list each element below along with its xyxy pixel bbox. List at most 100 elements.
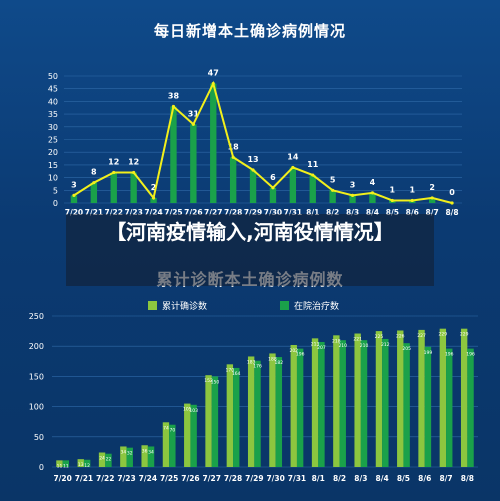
trend-point [311, 173, 315, 177]
cumulative-bar [56, 460, 63, 467]
trend-point [211, 82, 215, 86]
cumulative-data-label: 105 [183, 407, 192, 413]
cumulative-bar [98, 452, 106, 467]
daily-bar [369, 192, 376, 203]
cumulative-bar [311, 338, 319, 467]
daily-data-label: 47 [208, 69, 219, 78]
x-tick-label: 7/24 [139, 474, 157, 483]
hospitalized-bar [62, 460, 70, 467]
cumulative-data-label: 227 [417, 333, 426, 339]
trend-point [450, 201, 454, 205]
hospitalized-data-label: 199 [424, 350, 433, 356]
cumulative-bar [460, 328, 468, 467]
daily-cases-chart: 0510152025303540455037/2087/21127/22127/… [48, 69, 462, 217]
cumulative-data-label: 13 [78, 462, 84, 468]
cumulative-bar [247, 356, 255, 467]
hospitalized-data-label: 12 [84, 463, 90, 469]
cumulative-bar [439, 328, 447, 467]
hospitalized-bar [339, 340, 346, 467]
x-tick-label: 7/21 [85, 208, 103, 217]
y-tick-label: 0 [53, 199, 58, 208]
cumulative-data-label: 225 [375, 334, 384, 340]
daily-bar [170, 106, 177, 203]
x-tick-label: 8/7 [439, 474, 452, 483]
hospitalized-data-label: 103 [189, 408, 198, 414]
legend-item-hospitalized: 在院治疗数 [280, 299, 339, 312]
hospitalized-bar [211, 376, 219, 467]
daily-data-label: 12 [108, 158, 119, 167]
trend-point [390, 198, 394, 203]
trend-point [231, 155, 235, 159]
x-tick-label: 7/24 [144, 208, 162, 217]
daily-bar [229, 157, 237, 203]
hospitalized-bar [233, 367, 240, 467]
daily-bar [150, 197, 157, 203]
daily-chart-title: 每日新增本土确诊病例情况 [153, 22, 346, 40]
daily-data-label: 1 [409, 185, 415, 194]
y-tick-label: 5 [53, 186, 58, 195]
cumulative-bar [333, 335, 340, 467]
x-tick-label: 8/5 [397, 474, 410, 483]
daily-bar [329, 190, 336, 203]
cumulative-bar [354, 333, 361, 467]
x-tick-label: 8/7 [426, 208, 439, 217]
hospitalized-data-label: 182 [275, 360, 284, 366]
cumulative-bar [77, 459, 84, 467]
x-tick-label: 7/26 [181, 474, 199, 483]
daily-data-label: 2 [151, 183, 157, 192]
x-tick-label: 8/2 [326, 208, 339, 217]
trend-point [191, 122, 195, 126]
hospitalized-data-label: 34 [148, 449, 154, 455]
x-tick-label: 8/1 [312, 474, 325, 483]
cumulative-data-label: 213 [311, 341, 320, 347]
hospitalized-bar [403, 343, 410, 467]
y-tick-label: 250 [29, 312, 44, 321]
cumulative-bar [418, 329, 425, 467]
hospitalized-bar [254, 360, 261, 467]
cumulative-data-label: 11 [57, 463, 63, 469]
y-tick-label: 50 [48, 72, 58, 81]
x-tick-label: 7/27 [204, 208, 222, 217]
x-tick-label: 8/4 [366, 208, 379, 217]
cumulative-bar [120, 446, 127, 467]
trend-point [331, 188, 335, 192]
hospitalized-data-label: 196 [445, 352, 454, 358]
trend-point [112, 170, 116, 175]
cumulative-data-label: 36 [142, 448, 148, 454]
x-tick-label: 8/3 [354, 474, 367, 483]
hospitalized-data-label: 22 [106, 457, 112, 463]
trend-point [370, 191, 375, 195]
hospitalized-data-label: 205 [402, 346, 411, 352]
y-tick-label: 15 [48, 161, 58, 170]
hospitalized-data-label: 70 [169, 428, 175, 434]
hospitalized-data-label: 32 [127, 451, 133, 457]
x-tick-label: 7/23 [117, 474, 135, 483]
x-tick-label: 7/30 [266, 474, 284, 483]
legend-swatch-hospitalized [280, 301, 289, 310]
hospitalized-data-label: 210 [338, 343, 347, 349]
hospitalized-bar [467, 348, 474, 467]
daily-data-label: 13 [247, 155, 258, 164]
hospitalized-bar [105, 453, 112, 467]
trend-point [271, 186, 275, 190]
x-tick-label: 7/21 [75, 474, 93, 483]
cumulative-bar [375, 331, 383, 467]
y-tick-label: 10 [48, 174, 58, 183]
caption-overlay-box [66, 214, 434, 286]
x-tick-label: 7/28 [224, 208, 242, 217]
hospitalized-data-label: 210 [360, 343, 369, 349]
legend-swatch-cumulative [148, 301, 157, 310]
trend-point [132, 170, 136, 175]
x-tick-label: 8/8 [461, 474, 474, 483]
cumulative-data-label: 188 [268, 356, 277, 362]
trend-point [151, 196, 156, 200]
x-tick-label: 7/20 [53, 474, 71, 483]
cumulative-data-label: 202 [289, 348, 298, 354]
y-tick-label: 45 [48, 85, 58, 94]
hospitalized-data-label: 207 [317, 345, 326, 351]
hospitalized-bar [169, 424, 176, 467]
daily-data-label: 18 [228, 142, 240, 151]
trend-point [251, 168, 255, 172]
cumulative-data-label: 74 [163, 425, 169, 431]
x-tick-label: 8/4 [376, 474, 389, 483]
